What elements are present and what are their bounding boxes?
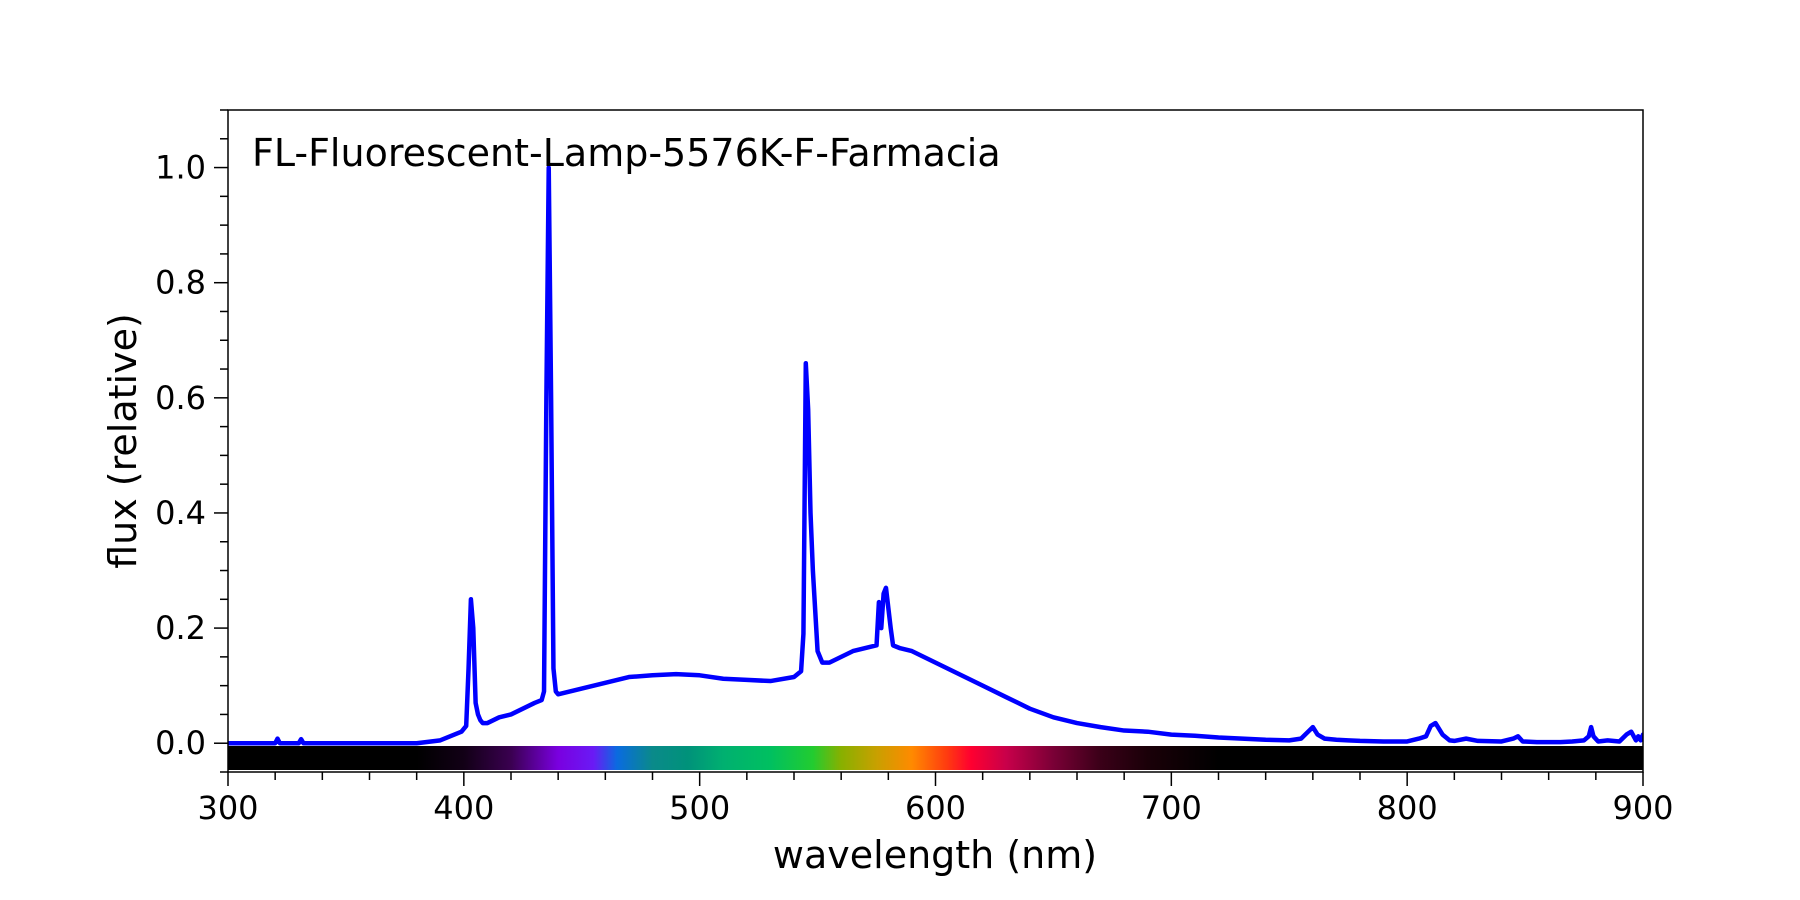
y-tick-label: 0.4: [155, 494, 206, 532]
x-axis-title: wavelength (nm): [773, 833, 1097, 877]
x-tick-label: 900: [1612, 789, 1673, 827]
spectrum-color-band: [228, 746, 1643, 770]
y-axis-title: flux (relative): [101, 313, 145, 569]
y-axis: 0.0 0.2 0.4 0.6 0.8 1.0: [155, 109, 228, 773]
plot-frame: [227, 109, 1644, 773]
x-tick-label: 800: [1377, 789, 1438, 827]
visible-spectrum-bar: [228, 746, 1643, 770]
x-tick-label: 500: [669, 789, 730, 827]
y-tick-label: 0.6: [155, 379, 206, 417]
x-tick-label: 300: [197, 789, 258, 827]
y-tick-label: 0.0: [155, 724, 206, 762]
x-axis: 300 400 500 600 700 800 900: [197, 772, 1674, 827]
y-tick-label: 0.2: [155, 609, 206, 647]
chart-title: FL-Fluorescent-Lamp-5576K-F-Farmacia: [252, 131, 1001, 175]
flux-series-line: [228, 165, 1643, 746]
y-tick-label: 1.0: [155, 149, 206, 187]
y-tick-label: 0.8: [155, 264, 206, 302]
x-tick-label: 600: [905, 789, 966, 827]
x-tick-label: 700: [1141, 789, 1202, 827]
x-tick-label: 400: [433, 789, 494, 827]
series-group: [228, 165, 1643, 746]
